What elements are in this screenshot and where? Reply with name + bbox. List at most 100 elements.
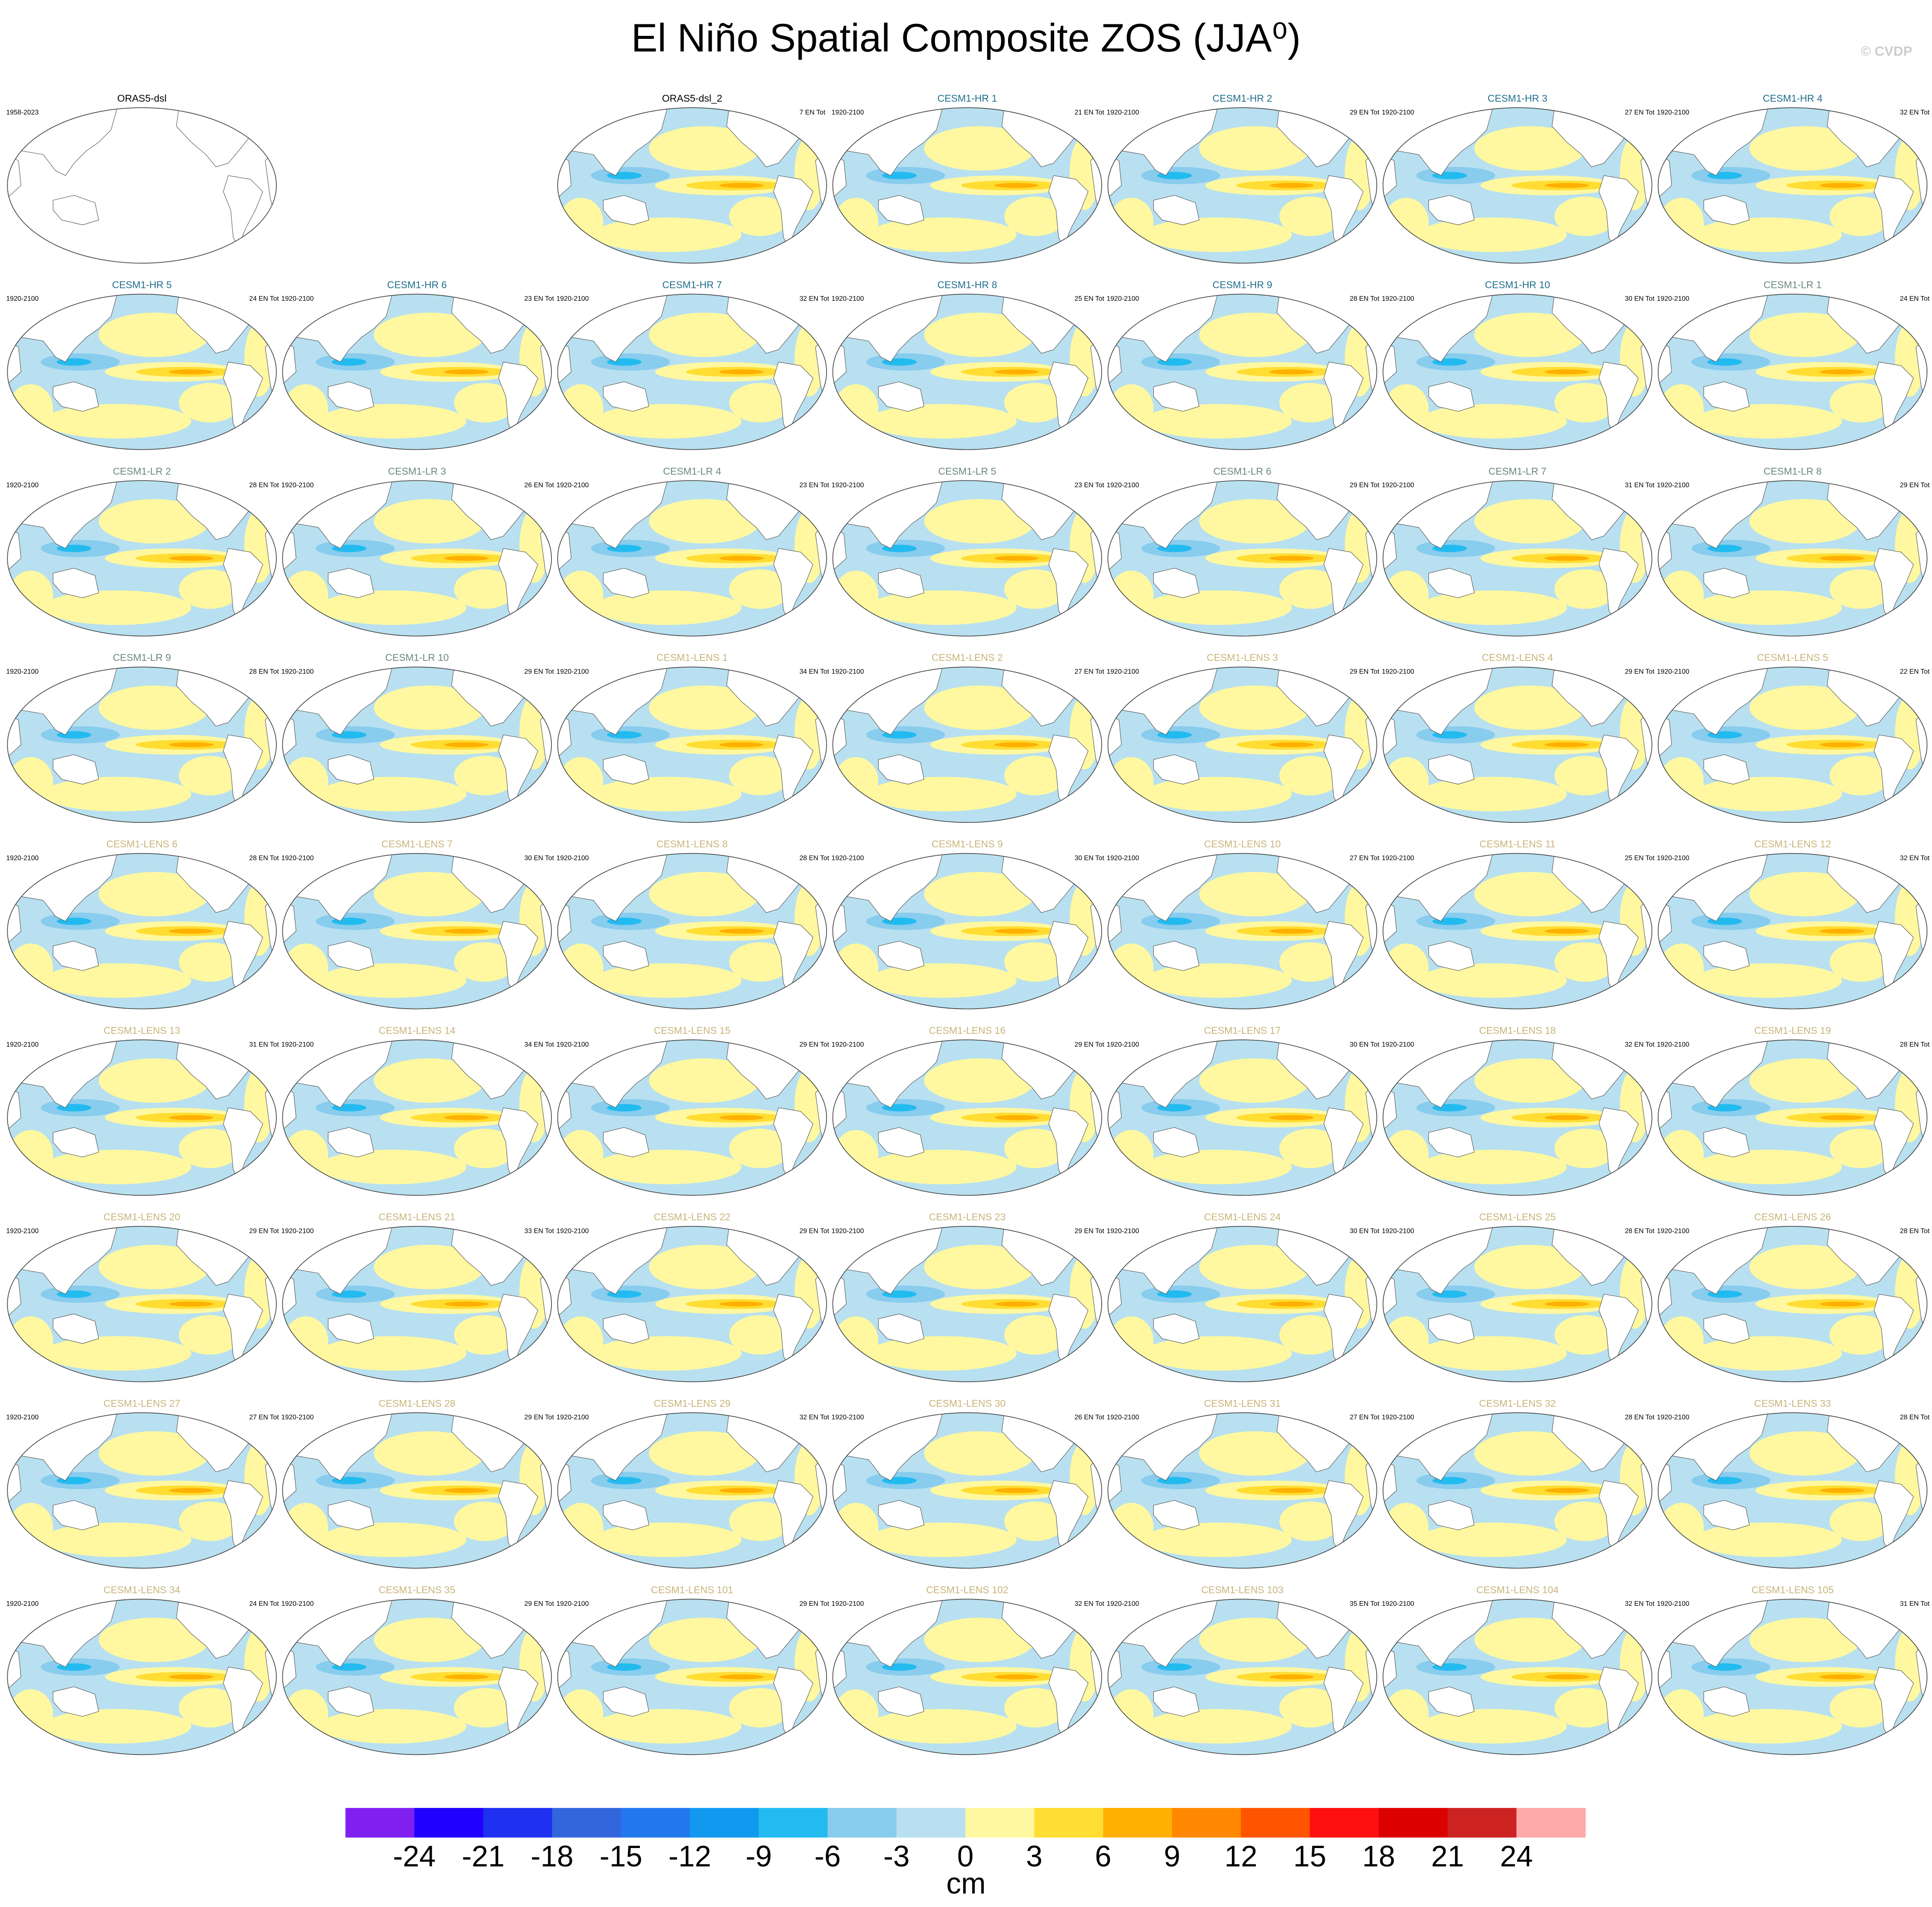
- map-panel: CESM1-LR 5 1920-2100 23 EN Tot: [832, 466, 1105, 637]
- period-label: 1920-2100: [557, 1227, 589, 1235]
- map-border: [1107, 1039, 1378, 1196]
- map-panel: CESM1-LENS 3 1920-2100 29 EN Tot: [1107, 652, 1380, 823]
- land: [7, 108, 276, 248]
- map-border: [282, 1039, 552, 1196]
- period-label: 1920-2100: [1382, 1414, 1414, 1421]
- map: [557, 293, 827, 450]
- period-label: 1920-2100: [1107, 855, 1139, 862]
- period-label: 1920-2100: [1107, 109, 1139, 116]
- event-count-label: 28 EN Tot: [1625, 1414, 1655, 1421]
- period-label: 1920-2100: [281, 1227, 314, 1235]
- panel-title: CESM1-LENS 19: [1754, 1025, 1831, 1036]
- map-panel: CESM1-LENS 102 1920-2100 32 EN Tot: [832, 1584, 1105, 1755]
- event-count-label: 31 EN Tot: [1900, 1600, 1930, 1608]
- map-panel: CESM1-LENS 28 1920-2100 29 EN Tot: [281, 1398, 554, 1569]
- map-panel: CESM1-LR 3 1920-2100 26 EN Tot: [281, 466, 554, 637]
- map-panel: CESM1-LR 10 1920-2100 29 EN Tot: [281, 652, 554, 823]
- period-label: 1920-2100: [832, 1414, 864, 1421]
- map-panel: CESM1-LENS 24 1920-2100 30 EN Tot: [1107, 1211, 1380, 1382]
- map: [1107, 1599, 1378, 1755]
- period-label: 1920-2100: [1107, 482, 1139, 489]
- period-label: 1920-2100: [1382, 295, 1414, 302]
- event-count-label: 32 EN Tot: [1075, 1600, 1105, 1608]
- period-label: 1920-2100: [1657, 109, 1689, 116]
- map: [557, 1039, 827, 1196]
- event-count-label: 29 EN Tot: [1625, 668, 1655, 675]
- event-count-label: 28 EN Tot: [1900, 1414, 1930, 1421]
- period-label: 1958-2023: [6, 109, 38, 116]
- map-panel: CESM1-LENS 18 1920-2100 32 EN Tot: [1382, 1025, 1655, 1196]
- period-label: 1920-2100: [832, 295, 864, 302]
- map: [1382, 666, 1653, 823]
- period-label: 1920-2100: [1657, 668, 1689, 675]
- map-border: [557, 480, 827, 637]
- event-count-label: 32 EN Tot: [1900, 855, 1930, 862]
- period-label: 1920-2100: [557, 1414, 589, 1421]
- map-border: [1657, 853, 1928, 1009]
- event-count-label: 32 EN Tot: [800, 1414, 830, 1421]
- map-panel: CESM1-LENS 2 1920-2100 27 EN Tot: [832, 652, 1105, 823]
- map-panel: CESM1-HR 9 1920-2100 28 EN Tot: [1107, 279, 1380, 450]
- map-border: [832, 480, 1102, 637]
- event-count-label: 27 EN Tot: [1350, 855, 1380, 862]
- event-count-label: 22 EN Tot: [1900, 668, 1930, 675]
- map: [832, 1412, 1102, 1569]
- panel-title: CESM1-HR 5: [112, 279, 172, 290]
- panel-title: CESM1-LR 5: [938, 466, 996, 477]
- map-border: [557, 1226, 827, 1382]
- colorbar-tick-label: 15: [1293, 1840, 1326, 1873]
- map-panel: CESM1-LENS 10 1920-2100 27 EN Tot: [1107, 839, 1380, 1009]
- colorbar-label: cm: [946, 1866, 985, 1900]
- map-border: [282, 293, 552, 450]
- panel-title: CESM1-LR 9: [113, 652, 171, 663]
- period-label: 1920-2100: [832, 1227, 864, 1235]
- map-border: [1657, 1412, 1928, 1569]
- map: [832, 293, 1102, 450]
- map-border: [1382, 293, 1653, 450]
- panel-title: CESM1-HR 1: [937, 93, 997, 104]
- period-label: 1920-2100: [6, 855, 38, 862]
- panel-title: CESM1-LENS 20: [103, 1211, 180, 1222]
- colorbar-box: [1516, 1808, 1586, 1838]
- event-count-label: 29 EN Tot: [1350, 109, 1380, 116]
- event-count-label: 24 EN Tot: [1900, 295, 1930, 302]
- colorbar-tick-label: 0: [957, 1840, 974, 1873]
- map: [7, 480, 277, 637]
- map-border: [832, 1599, 1102, 1755]
- map: [1657, 1412, 1928, 1569]
- event-count-label: 30 EN Tot: [1350, 1227, 1380, 1235]
- period-label: 1920-2100: [6, 295, 38, 302]
- map-panel: CESM1-LENS 14 1920-2100 34 EN Tot: [281, 1025, 554, 1196]
- event-count-label: 25 EN Tot: [1625, 855, 1655, 862]
- map: [282, 853, 552, 1009]
- panel-title: CESM1-LENS 27: [103, 1398, 180, 1409]
- colorbar-box: [1310, 1808, 1379, 1838]
- colorbar-tick-label: 3: [1026, 1840, 1043, 1873]
- period-label: 1920-2100: [6, 482, 38, 489]
- watermark: © CVDP: [1861, 44, 1912, 59]
- map: [832, 480, 1102, 637]
- map-panel: CESM1-HR 10 1920-2100 30 EN Tot: [1382, 279, 1655, 450]
- map: [7, 107, 277, 264]
- map-panel: CESM1-LENS 5 1920-2100 22 EN Tot: [1657, 652, 1930, 823]
- panel-title: CESM1-LENS 9: [932, 839, 1003, 850]
- map-panel: CESM1-LENS 11 1920-2100 25 EN Tot: [1382, 839, 1655, 1009]
- map-border: [282, 480, 552, 637]
- panel-title: CESM1-LENS 33: [1754, 1398, 1831, 1409]
- map-panel: CESM1-LENS 22 1920-2100 29 EN Tot: [557, 1211, 830, 1382]
- map-panel: CESM1-LENS 105 1920-2100 31 EN Tot: [1657, 1584, 1930, 1755]
- event-count-label: 28 EN Tot: [1900, 1041, 1930, 1048]
- period-label: 1920-2100: [6, 1600, 38, 1608]
- map-border: [282, 666, 552, 823]
- figure-title: El Niño Spatial Composite ZOS (JJA⁰): [631, 16, 1301, 60]
- event-count-label: 29 EN Tot: [525, 1414, 554, 1421]
- map: [1657, 480, 1928, 637]
- panel-title: CESM1-LR 8: [1764, 466, 1822, 477]
- map: [557, 666, 827, 823]
- period-label: 1920-2100: [557, 1600, 589, 1608]
- map: [557, 480, 827, 637]
- panel-title: CESM1-LR 4: [663, 466, 721, 477]
- period-label: 1920-2100: [6, 668, 38, 675]
- map: [282, 1039, 552, 1196]
